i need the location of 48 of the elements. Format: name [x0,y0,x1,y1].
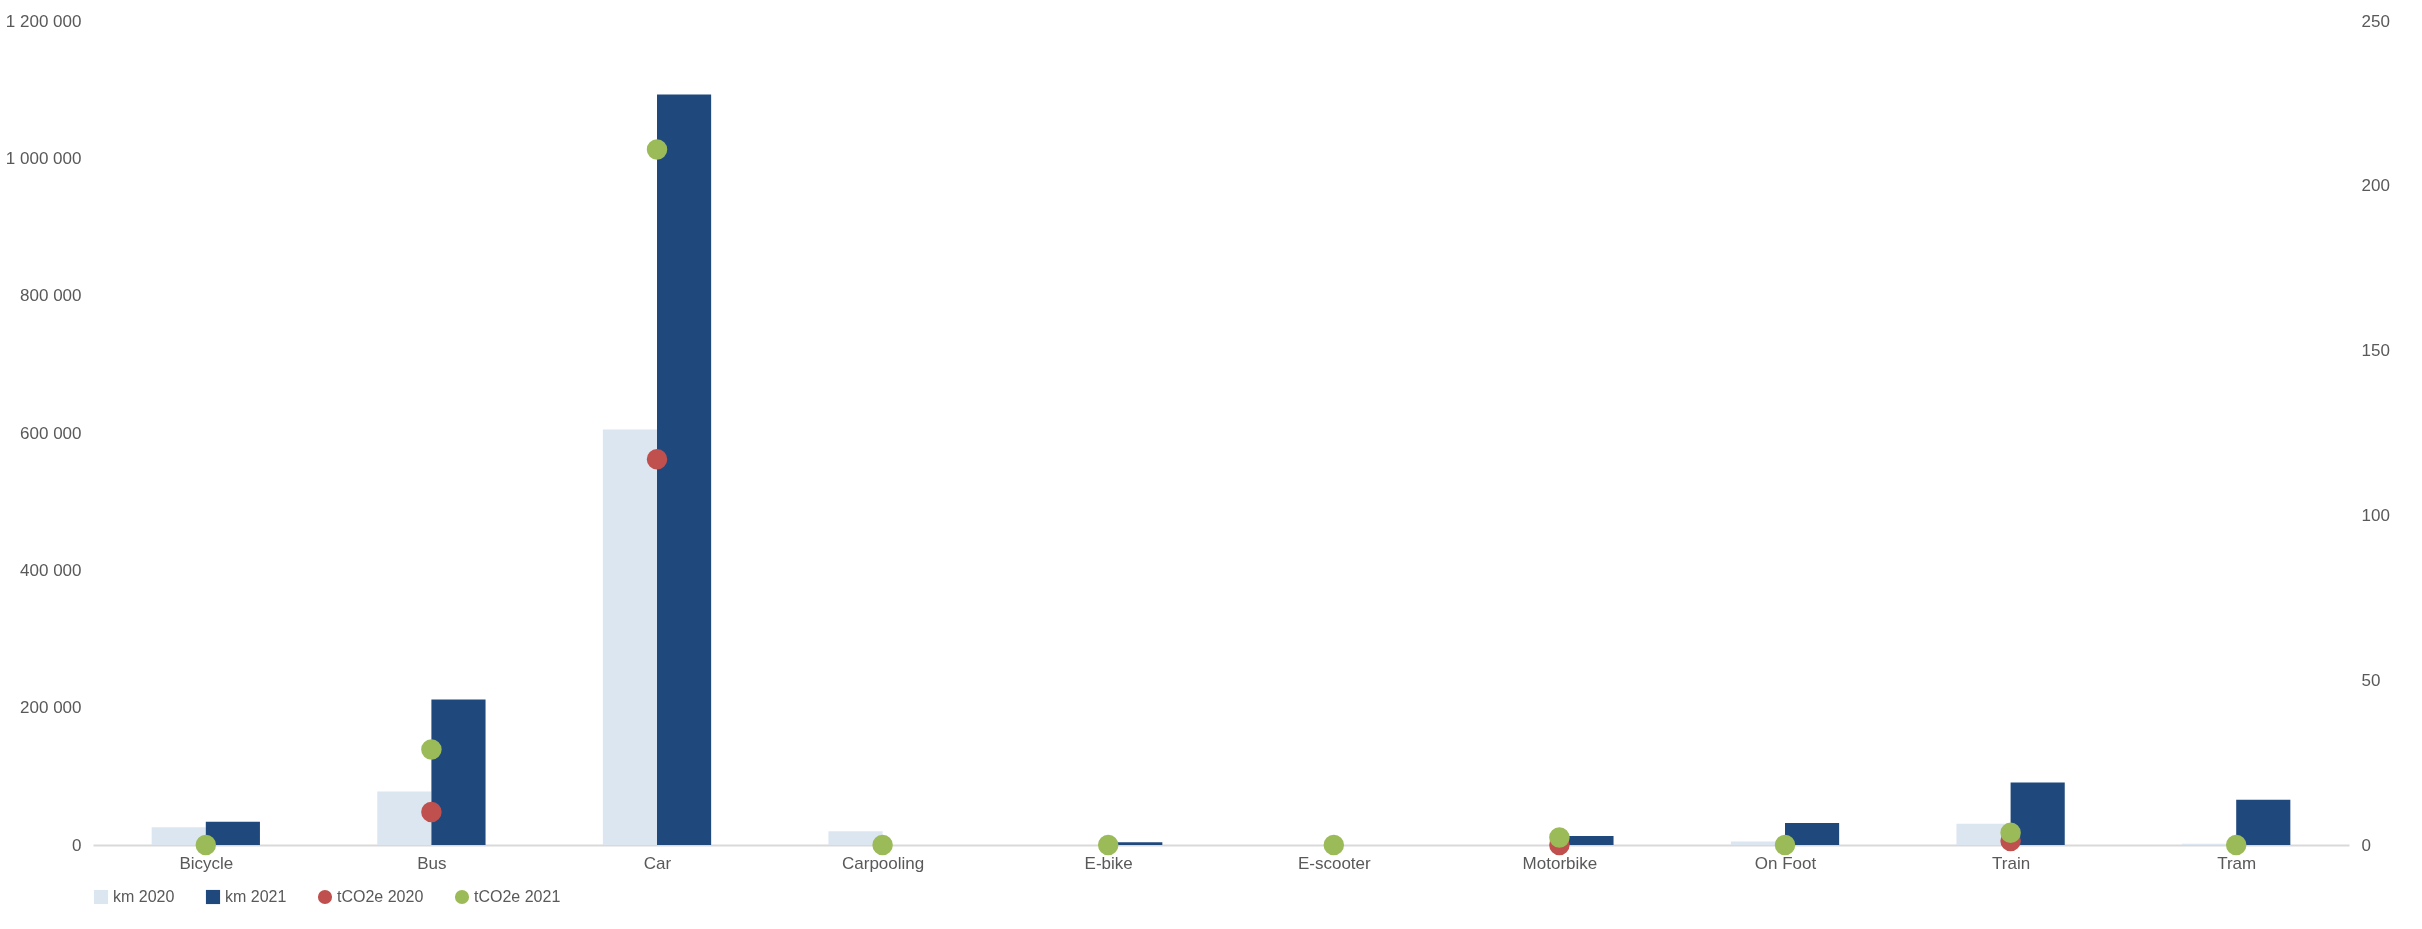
bar [151,827,206,845]
bar [377,791,432,845]
point [646,449,668,470]
point [872,834,893,856]
point [646,139,668,160]
y2-tick-label: 250 [2361,11,2390,31]
point [2000,822,2021,844]
bar [657,94,712,845]
y-tick-label: 1 000 000 [5,148,82,168]
point [1323,834,1345,856]
y-tick-label: 400 000 [20,560,82,580]
bar [2236,799,2291,845]
bar [431,699,486,845]
x-tick-label: Bus [417,853,447,873]
point [421,801,442,823]
x-tick-label: E-scooter [1297,853,1372,873]
point [1097,834,1119,856]
legend-label: km 2021 [225,888,287,905]
bar [2010,782,2065,845]
y2-tick-label: 100 [2361,505,2390,525]
y2-tick-label: 50 [2361,670,2381,690]
point [1774,834,1796,856]
y-tick-label: 600 000 [20,423,82,443]
point [1549,827,1570,848]
y2-tick-label: 150 [2361,341,2390,361]
point [421,739,442,760]
point [2225,834,2247,856]
y2-tick-label: 200 [2361,176,2390,196]
x-tick-label: Bicycle [179,853,234,873]
point [195,834,217,856]
y-tick-label: 800 000 [20,286,82,306]
x-tick-label: E-bike [1084,853,1133,873]
y-tick-label: 1 200 000 [5,11,82,31]
x-tick-label: Tram [2217,853,2257,873]
legend-label: km 2020 [113,888,175,905]
x-tick-label: Carpooling [841,853,925,873]
bar [1785,823,1840,845]
x-tick-label: Motorbike [1522,853,1598,873]
x-tick-label: Train [1992,853,2031,873]
x-tick-label: Car [643,853,672,873]
legend-label: tCO2e 2021 [474,888,561,905]
x-tick-label: On Foot [1754,853,1817,873]
y-tick-label: 0 [72,835,82,855]
y-tick-label: 200 000 [20,698,82,718]
legend-label: tCO2e 2020 [337,888,424,905]
bar [205,821,260,845]
bar [602,429,657,845]
y2-tick-label: 0 [2361,835,2371,855]
